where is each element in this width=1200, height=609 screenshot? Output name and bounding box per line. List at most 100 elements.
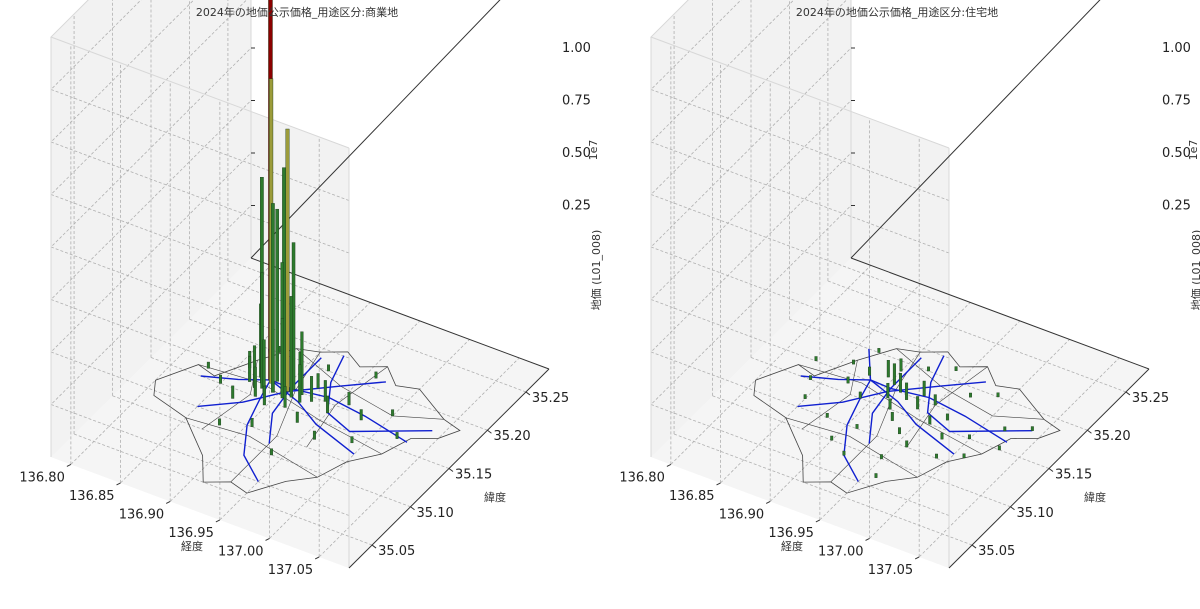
grid-line — [650, 205, 950, 516]
z-tick-label: 0.75 — [1162, 94, 1191, 109]
bar — [298, 364, 302, 403]
ward-boundary — [785, 417, 918, 478]
x-tick-mark — [215, 519, 221, 523]
x-tick-label: 136.85 — [69, 489, 115, 504]
y-axis-label: 緯度 — [1084, 490, 1106, 504]
city-boundary — [153, 348, 461, 494]
y-tick-label: 35.05 — [978, 544, 1015, 559]
rail-line — [268, 357, 322, 444]
bar — [846, 376, 850, 384]
y-tick-label: 35.25 — [1132, 391, 1169, 406]
bar — [350, 436, 354, 444]
y-tick-mark — [371, 544, 377, 549]
x-tick-mark — [914, 556, 920, 560]
floor-pane — [651, 258, 1149, 568]
grid-line — [150, 357, 450, 469]
chart-title: 2024年の地価公示価格_用途区分:住宅地 — [796, 5, 998, 19]
y-tick-mark — [487, 429, 492, 434]
y-axis-line — [250, 257, 550, 370]
bar — [803, 394, 807, 399]
bar — [295, 411, 299, 423]
bar — [395, 432, 399, 439]
y-tick-mark — [1087, 429, 1092, 434]
bar — [316, 373, 320, 389]
x-tick-label: 136.95 — [168, 526, 214, 541]
grid-line — [650, 47, 950, 359]
bar — [905, 382, 909, 400]
bar — [905, 440, 909, 448]
bar — [842, 450, 846, 456]
x-tick-label: 136.85 — [669, 489, 715, 504]
x-tick-mark — [314, 556, 320, 560]
bar — [391, 409, 395, 417]
x-tick-label: 137.05 — [868, 563, 914, 578]
bar — [868, 366, 872, 376]
y-axis-label: 緯度 — [484, 490, 506, 504]
ward-boundary — [185, 417, 318, 478]
bar — [899, 358, 903, 372]
rail-line — [868, 357, 922, 444]
z-tick-label: 0.75 — [562, 94, 591, 109]
x-tick-mark — [865, 537, 870, 541]
bar — [310, 376, 314, 402]
grid-line — [50, 0, 350, 306]
ward-boundary — [896, 348, 1044, 420]
bar — [374, 371, 378, 379]
bar — [271, 203, 275, 393]
bar — [250, 418, 254, 427]
bar — [814, 356, 818, 361]
bar — [323, 380, 327, 402]
bar — [219, 374, 222, 384]
bar — [940, 432, 944, 440]
y-tick-mark — [1125, 391, 1131, 396]
ward-boundary — [306, 366, 388, 448]
x-tick-label: 136.80 — [19, 470, 65, 485]
grid-line — [112, 395, 411, 508]
bar — [359, 409, 363, 421]
grid-line — [720, 283, 921, 484]
x-tick-label: 136.95 — [768, 526, 814, 541]
grid-line — [650, 0, 950, 201]
bar — [969, 392, 972, 398]
grid-line — [227, 280, 527, 393]
x-tick-label: 137.00 — [818, 544, 864, 559]
bar — [927, 366, 930, 372]
y-tick-label: 35.15 — [455, 468, 492, 483]
y-tick-mark — [410, 506, 415, 511]
bar — [300, 331, 304, 395]
bar — [879, 454, 883, 459]
bar — [825, 413, 829, 418]
y-tick-label: 35.10 — [1017, 506, 1054, 521]
bar — [280, 317, 284, 399]
y-tick-label: 35.20 — [493, 429, 530, 444]
bar — [892, 363, 896, 385]
y-tick-label: 35.15 — [1055, 468, 1092, 483]
grid-line — [50, 0, 350, 254]
bar — [809, 375, 813, 380]
y-tick-mark — [1010, 506, 1015, 511]
back-pane-back — [651, 0, 851, 457]
z-axis-label: 地価 (L01_008) — [590, 230, 603, 311]
bar — [886, 360, 890, 378]
bar — [855, 424, 859, 429]
bar — [922, 380, 926, 396]
bar — [206, 361, 210, 369]
y-tick-label: 35.25 — [532, 391, 569, 406]
city-boundary — [753, 348, 1061, 494]
bar — [218, 418, 222, 426]
bar — [289, 296, 293, 398]
y-tick-mark — [448, 468, 454, 472]
bar — [260, 272, 264, 389]
x-tick-mark — [265, 537, 270, 541]
grid-line — [712, 395, 1011, 508]
grid-line — [50, 205, 350, 516]
x-tick-label: 136.90 — [719, 507, 765, 522]
bar — [888, 398, 892, 410]
bar — [933, 394, 937, 406]
y-tick-label: 35.20 — [1093, 429, 1130, 444]
back-pane-back — [51, 0, 251, 457]
bar — [996, 392, 1000, 398]
